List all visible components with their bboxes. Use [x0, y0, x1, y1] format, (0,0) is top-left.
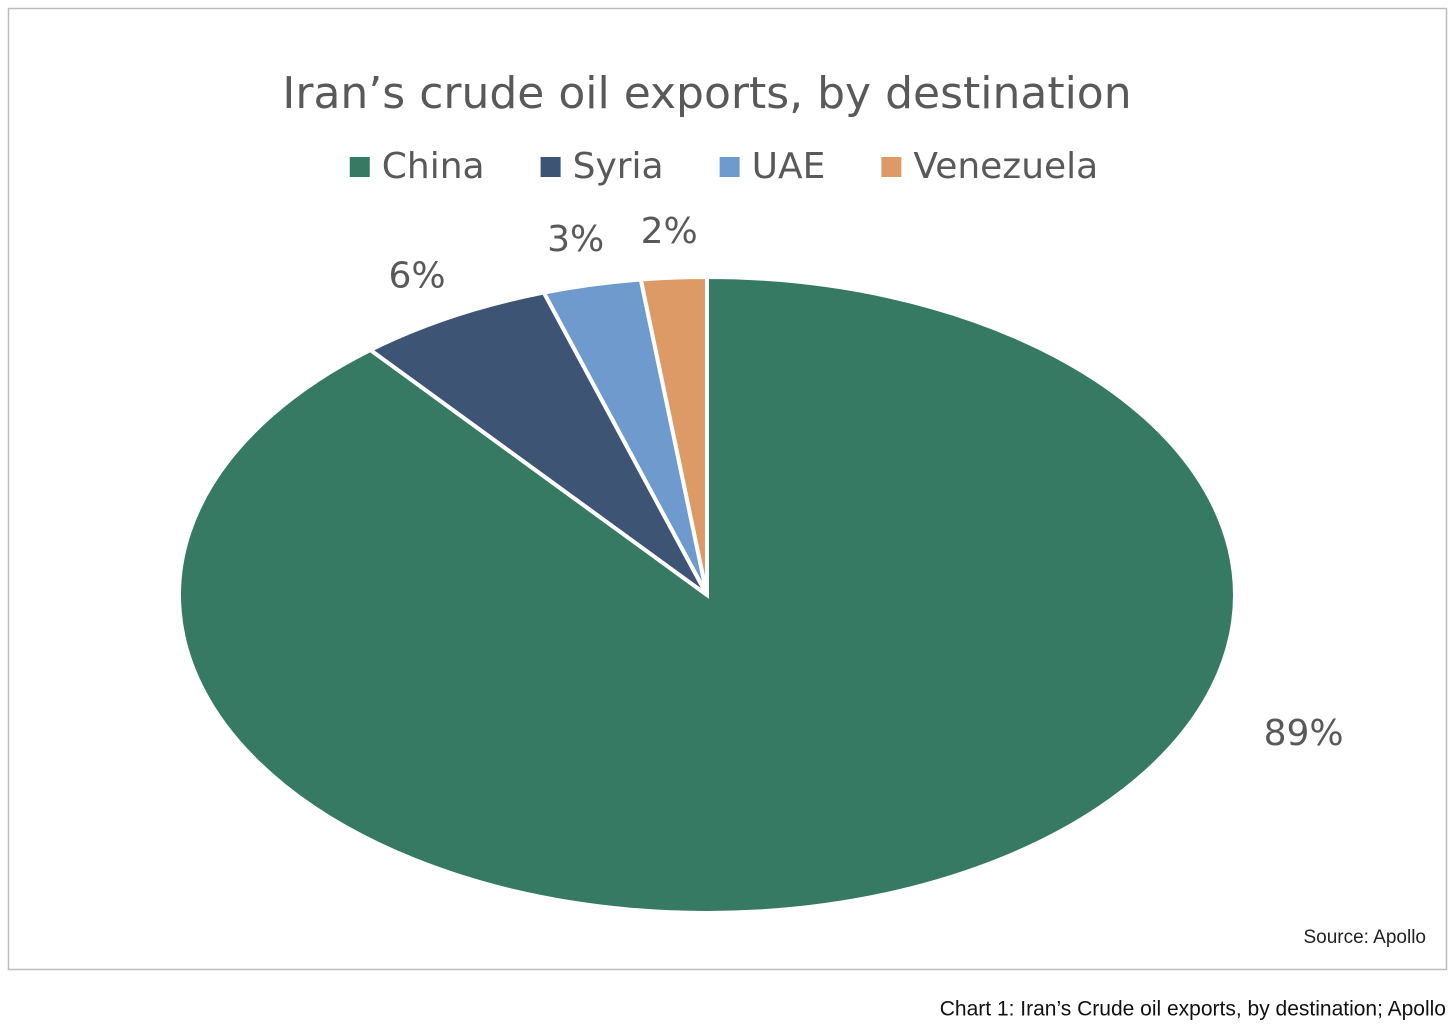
data-label: 3% — [547, 219, 604, 260]
pie: 89% 6% 3% 2% — [177, 211, 1344, 915]
data-label: 89% — [1264, 713, 1344, 754]
source-note: Source: Apollo — [1303, 927, 1426, 948]
legend-swatch — [719, 157, 740, 177]
caption: Chart 1: Iran’s Crude oil exports, by de… — [940, 998, 1446, 1021]
legend: China Syria UAE Venezuela — [349, 146, 1098, 187]
legend-label: Syria — [573, 146, 664, 187]
legend-swatch — [881, 157, 902, 177]
legend-label: UAE — [752, 146, 826, 187]
data-label: 6% — [388, 255, 445, 296]
legend-swatch — [349, 157, 370, 177]
pie-slice — [638, 274, 709, 596]
legend-swatch — [540, 157, 561, 177]
legend-label: Venezuela — [913, 146, 1098, 187]
pie-slice — [366, 290, 709, 597]
legend-label: China — [382, 146, 485, 187]
data-label: 2% — [641, 211, 698, 252]
chart-title: Iran’s crude oil exports, by destination — [282, 68, 1131, 119]
